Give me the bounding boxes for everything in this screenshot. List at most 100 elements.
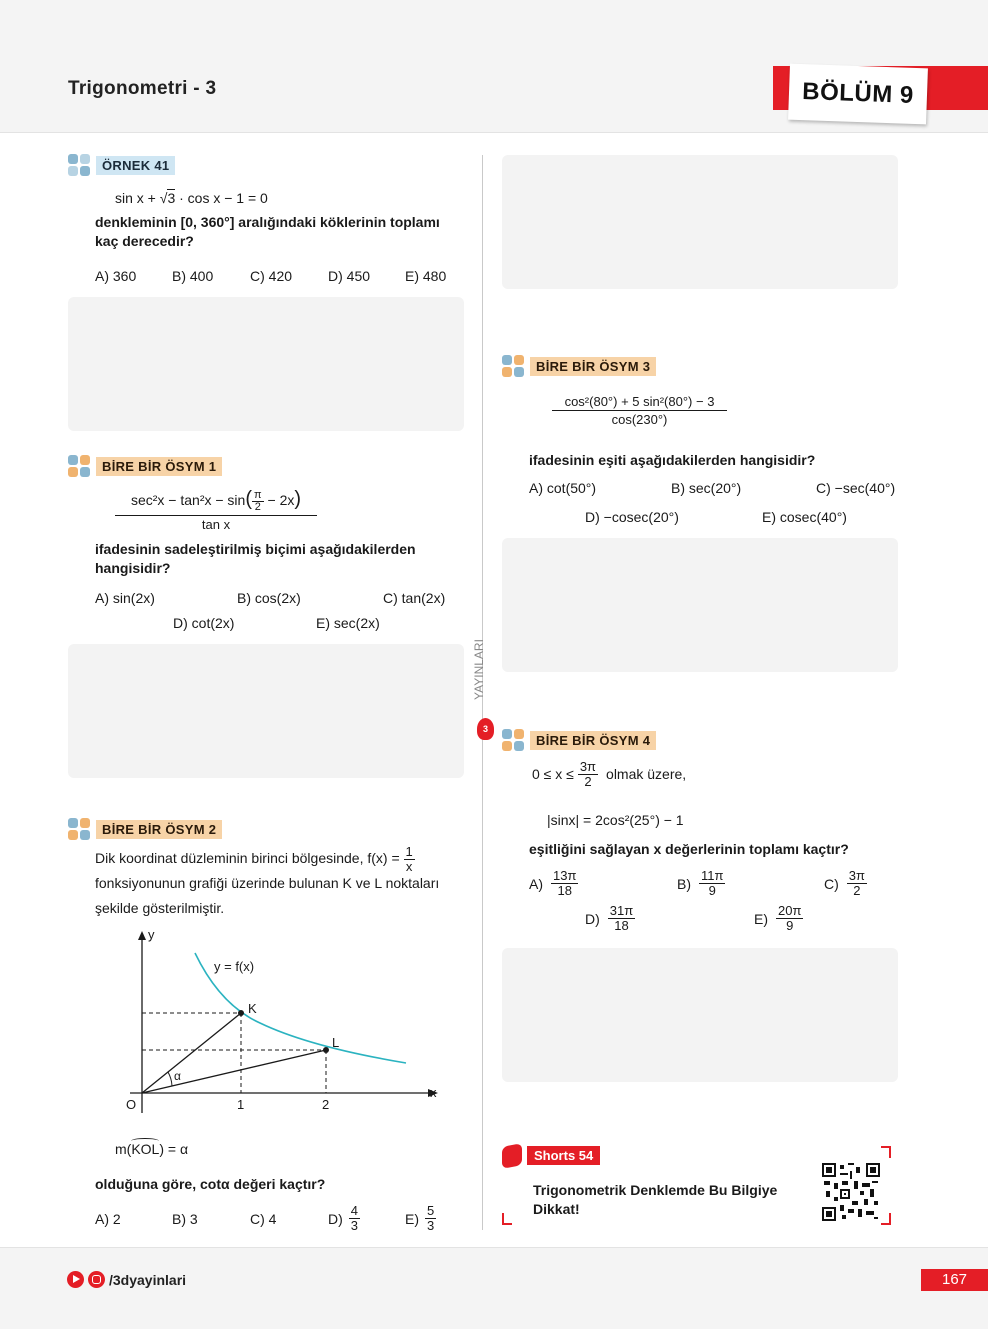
option-label: C) <box>824 875 839 892</box>
osym2-option-b[interactable]: B) 3 <box>172 1211 198 1227</box>
sqrt-symbol: √ <box>159 190 168 206</box>
osym3-option-e[interactable]: E) cosec(40°) <box>762 509 847 525</box>
frac-num: 3π <box>846 868 867 884</box>
osym1-option-b[interactable]: B) cos(2x) <box>237 590 301 606</box>
angle-arc <box>167 1071 173 1087</box>
answer-area[interactable] <box>68 297 464 431</box>
point-l <box>323 1047 329 1053</box>
answer-area[interactable] <box>502 155 898 289</box>
ornek41-label: ÖRNEK 41 <box>96 155 176 175</box>
grid-icon <box>68 154 90 176</box>
ornek41-option-d[interactable]: D) 450 <box>328 268 371 284</box>
frac-den: 3 <box>350 1218 359 1233</box>
frac-den: 2 <box>584 774 592 789</box>
ornek41-option-e[interactable]: E) 480 <box>405 268 447 284</box>
shorts-title[interactable]: Trigonometrik Denklemde Bu Bilgiye Dikka… <box>533 1182 778 1217</box>
page-number: 167 <box>921 1269 988 1291</box>
answer-area[interactable] <box>502 948 898 1082</box>
answer-area[interactable] <box>68 644 464 778</box>
ornek41-option-c[interactable]: C) 420 <box>250 268 293 284</box>
ornek41-option-a[interactable]: A) 360 <box>95 268 137 284</box>
option-label: E) <box>405 1210 419 1227</box>
osym3-numerator: cos²(80°) + 5 sin²(80°) − 3 <box>552 394 727 411</box>
segment-ol <box>141 1049 327 1094</box>
corner-bracket-icon <box>881 1146 891 1158</box>
three-pi-over-2: 3π 2 <box>577 759 599 789</box>
kol-arc: KOL <box>131 1138 160 1159</box>
osym1-tag: BİRE BİR ÖSYM 1 <box>68 455 223 477</box>
shorts-icon <box>502 1143 522 1169</box>
option-frac: 20π 9 <box>776 904 804 933</box>
osym4-equation: |sinx| = 2cos²(25°) − 1 <box>547 812 684 828</box>
frac-num: 1 <box>403 844 415 860</box>
cond-part: 0 ≤ x ≤ <box>532 766 574 782</box>
option-frac: 3π 2 <box>846 868 867 898</box>
frac-den: 3 <box>427 1218 435 1233</box>
tick-1-label: 1 <box>237 1097 244 1112</box>
frac-num: 3π <box>577 759 599 775</box>
tick-2-label: 2 <box>322 1097 329 1112</box>
point-k-label: K <box>248 1001 257 1016</box>
frac-den: 9 <box>708 883 716 898</box>
num-part: sec²x − tan²x − sin <box>130 492 246 508</box>
osym2-text-line3: şekilde gösterilmiştir. <box>95 900 225 916</box>
frac-num: 13π <box>551 868 579 884</box>
frac-num: π <box>252 488 264 502</box>
osym4-option-b[interactable]: B) 11π 9 <box>677 868 726 898</box>
osym4-option-d[interactable]: D) 31π 18 <box>585 904 636 933</box>
qr-code-icon[interactable] <box>822 1163 880 1221</box>
column-divider <box>482 155 483 1230</box>
eq-part: sin x + <box>115 190 160 206</box>
osym2-question: olduğuna göre, cotα değeri kaçtır? <box>95 1176 326 1192</box>
brand-logo-icon: 3 <box>477 718 494 740</box>
chapter-title: Trigonometri - 3 <box>68 78 217 99</box>
osym1-numerator: sec²x − tan²x − sin(π 2 − 2x) <box>115 488 317 516</box>
osym1-option-d[interactable]: D) cot(2x) <box>173 615 235 631</box>
osym3-option-b[interactable]: B) sec(20°) <box>671 480 742 496</box>
frac-num: 5 <box>425 1203 437 1219</box>
ornek41-tag: ÖRNEK 41 <box>68 154 176 176</box>
instagram-icon[interactable] <box>88 1271 105 1288</box>
osym3-label: BİRE BİR ÖSYM 3 <box>530 356 657 376</box>
point-l-label: L <box>332 1035 339 1050</box>
y-axis-arrow <box>138 931 146 940</box>
osym3-option-a[interactable]: A) cot(50°) <box>529 480 597 496</box>
social-handle[interactable]: /3dyayinlari <box>67 1271 186 1288</box>
osym4-option-e[interactable]: E) 20π 9 <box>754 904 804 933</box>
origin-label: O <box>126 1097 136 1112</box>
frac-num: 11π <box>699 868 726 884</box>
frac-den: 2 <box>254 500 261 513</box>
osym1-option-e[interactable]: E) sec(2x) <box>316 615 380 631</box>
osym1-label: BİRE BİR ÖSYM 1 <box>96 456 223 476</box>
eq-part: · cos x − 1 = 0 <box>175 190 268 206</box>
osym2-option-c[interactable]: C) 4 <box>250 1211 277 1227</box>
ornek41-question: denkleminin [0, 360°] aralığındaki kökle… <box>95 214 440 249</box>
youtube-icon[interactable] <box>67 1271 84 1288</box>
point-k <box>238 1010 244 1016</box>
osym4-option-c[interactable]: C) 3π 2 <box>824 869 867 898</box>
osym1-option-a[interactable]: A) sin(2x) <box>95 590 155 606</box>
osym3-question: ifadesinin eşiti aşağıdakilerden hangisi… <box>529 452 816 468</box>
osym3-option-c[interactable]: C) −sec(40°) <box>816 480 896 496</box>
osym4-label: BİRE BİR ÖSYM 4 <box>530 730 657 750</box>
eq-root: 3 <box>167 189 176 206</box>
osym1-option-c[interactable]: C) tan(2x) <box>383 590 446 606</box>
cond-part: ) = α <box>159 1141 189 1157</box>
shorts-label[interactable]: Shorts 54 <box>527 1146 601 1165</box>
option-label: B) <box>677 875 691 892</box>
osym3-option-d[interactable]: D) −cosec(20°) <box>585 509 679 525</box>
cond-kol: KOL <box>131 1141 160 1157</box>
answer-area[interactable] <box>502 538 898 672</box>
cond-part: m( <box>115 1141 132 1157</box>
grid-icon <box>68 455 90 477</box>
osym2-option-a[interactable]: A) 2 <box>95 1211 121 1227</box>
ornek41-option-b[interactable]: B) 400 <box>172 268 214 284</box>
frac-num: 4 <box>348 1203 361 1219</box>
frac-den: 9 <box>786 918 794 933</box>
osym4-option-a[interactable]: A) 13π 18 <box>529 868 579 898</box>
osym1-question: ifadesinin sadeleştirilmiş biçimi aşağıd… <box>95 541 416 576</box>
option-label: A) <box>529 875 543 892</box>
